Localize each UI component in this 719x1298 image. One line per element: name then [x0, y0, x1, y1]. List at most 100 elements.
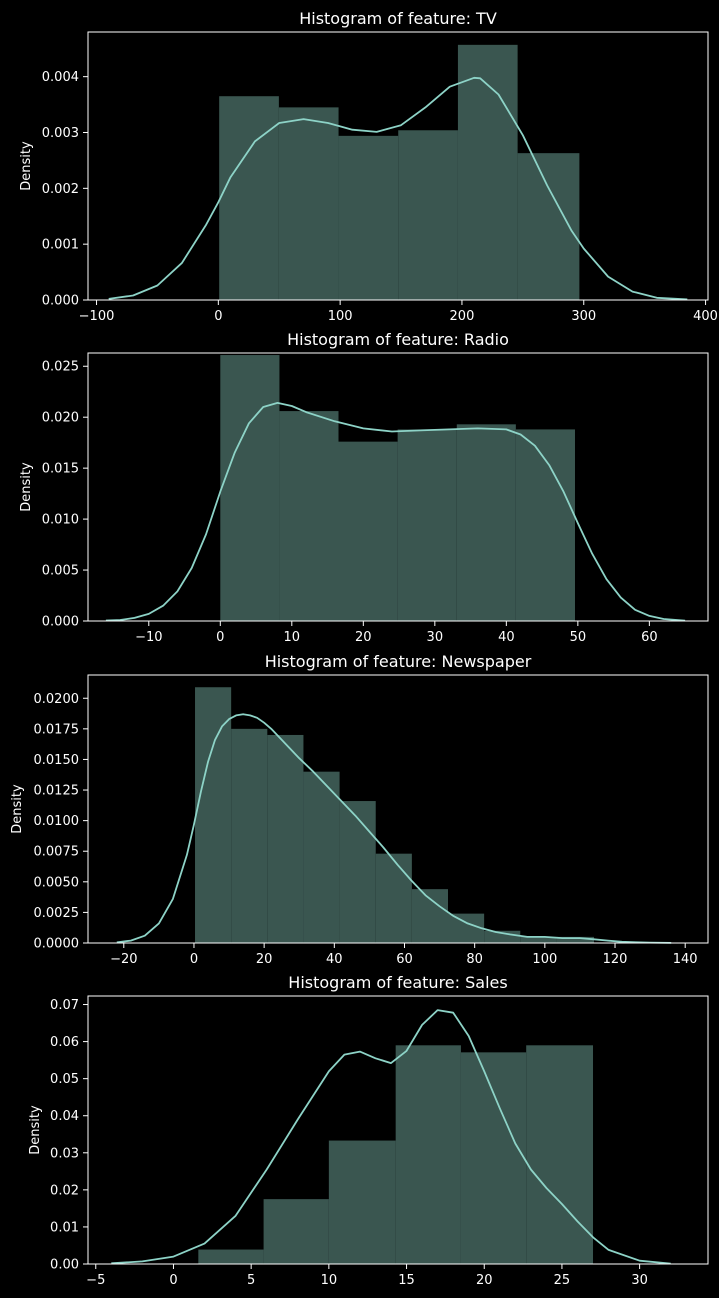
x-tick-label: 5 [247, 1273, 255, 1288]
y-tick-label: 0.0125 [34, 784, 80, 799]
x-tick-label: 60 [396, 952, 413, 967]
x-tick-label: 50 [570, 630, 587, 645]
y-tick-label: 0.0075 [34, 845, 80, 860]
x-tick-label: 40 [326, 952, 343, 967]
y-axis-label: Density [19, 462, 34, 512]
chart-title: Histogram of feature: Sales [288, 973, 507, 992]
histogram-bar [338, 441, 398, 621]
histogram-bar [448, 913, 485, 943]
histogram-bar [526, 1045, 594, 1264]
y-tick-label: 0.015 [42, 462, 79, 477]
histogram-bar [515, 429, 575, 621]
histogram-bar [375, 853, 412, 943]
subplot-4: −5 0 5 10 15 20 25 30 0.00 0.01 0.02 0.03 0.04 0.05 0.… [28, 973, 709, 1288]
histogram-bar [456, 424, 516, 621]
y-tick-label: 0.00 [50, 1258, 79, 1273]
kde-curve [108, 76, 688, 301]
x-tick-label: 200 [450, 309, 475, 324]
y-tick-label: 0.003 [42, 126, 79, 141]
histogram-bar [303, 771, 340, 943]
chart-title: Histogram of feature: Newspaper [265, 652, 532, 671]
y-tick-label: 0.06 [50, 1035, 79, 1050]
x-tick-label: 100 [328, 309, 353, 324]
kde-curve [116, 713, 672, 944]
axes-frame [87, 31, 709, 301]
x-tick-label: 30 [631, 1273, 648, 1288]
histogram-bar [397, 429, 457, 621]
histogram-bars [198, 1045, 594, 1264]
histogram-bar [278, 107, 339, 300]
y-tick-label: 0.02 [50, 1183, 79, 1198]
histogram-bar [279, 411, 339, 621]
y-tick-label: 0.0175 [34, 722, 80, 737]
subplot-1: −100 0 100 200 300 400 0.000 0.001 0.002 0.003 0.0… [19, 9, 718, 324]
y-tick-label: 0.000 [42, 294, 79, 309]
histogram-bar [195, 687, 232, 943]
chart-title: Histogram of feature: Radio [287, 330, 509, 349]
y-tick-label: 0.04 [50, 1109, 79, 1124]
y-tick-label: 0.0200 [34, 692, 80, 707]
x-tick-label: 40 [498, 630, 515, 645]
x-tick-label: 10 [284, 630, 301, 645]
y-tick-label: 0.01 [50, 1220, 79, 1235]
subplot-2: −10 0 10 20 30 40 50 60 0.000 0.005 0.010 0.015 0.02… [19, 330, 709, 645]
histogram-bar [460, 1052, 527, 1264]
x-tick-label: 100 [532, 952, 557, 967]
x-tick-label: 20 [355, 630, 372, 645]
y-axis-label: Density [10, 784, 25, 834]
x-tick-label: 15 [398, 1273, 415, 1288]
histogram-bar [198, 1249, 264, 1264]
y-axis-label: Density [28, 1105, 43, 1155]
y-tick-label: 0.005 [42, 564, 79, 579]
histogram-bar [411, 889, 448, 943]
histogram-bar [328, 1140, 396, 1264]
histogram-bar [263, 1199, 329, 1264]
x-tick-label: 60 [641, 630, 658, 645]
x-tick-label: 10 [321, 1273, 338, 1288]
axes-frame [87, 352, 709, 622]
histogram-bars [219, 44, 580, 300]
y-tick-label: 0.0025 [34, 906, 80, 921]
axes-frame [87, 674, 709, 944]
y-tick-label: 0.001 [42, 238, 79, 253]
x-tick-label: 80 [466, 952, 483, 967]
y-tick-label: 0.004 [42, 70, 79, 85]
x-tick-label: 300 [571, 309, 596, 324]
histogram-bar [338, 135, 399, 300]
histogram-bar [219, 96, 279, 300]
x-tick-label: 20 [476, 1273, 493, 1288]
x-tick-label: −10 [135, 630, 162, 645]
y-tick-label: 0.03 [50, 1146, 79, 1161]
histogram-bar [339, 801, 376, 943]
histogram-bar [457, 44, 518, 300]
x-tick-label: −20 [110, 952, 137, 967]
histogram-bar [398, 130, 458, 300]
x-tick-label: 30 [427, 630, 444, 645]
x-tick-label: 20 [256, 952, 273, 967]
x-tick-label: 400 [693, 309, 718, 324]
x-tick-label: 25 [554, 1273, 571, 1288]
x-tick-label: 0 [214, 309, 222, 324]
y-tick-label: 0.002 [42, 182, 79, 197]
axes-frame [87, 995, 709, 1265]
x-tick-label: −5 [86, 1273, 105, 1288]
histogram-bar [231, 728, 268, 943]
x-tick-label: 140 [673, 952, 698, 967]
kde-curve [105, 401, 686, 622]
x-tick-label: 0 [216, 630, 224, 645]
subplot-3: −20 0 20 40 60 80 100 120 140 0.0000 0.0025 0.0050 0… [10, 652, 709, 967]
y-tick-label: 0.010 [42, 513, 79, 528]
y-tick-label: 0.0050 [34, 875, 80, 890]
histogram-bars [195, 687, 594, 943]
histogram-bar [220, 355, 280, 621]
x-tick-label: 0 [169, 1273, 177, 1288]
histogram-bar [520, 936, 557, 943]
y-tick-label: 0.0100 [34, 814, 80, 829]
y-tick-label: 0.05 [50, 1072, 79, 1087]
y-tick-label: 0.020 [42, 411, 79, 426]
y-tick-label: 0.0150 [34, 753, 80, 768]
histogram-bars [220, 355, 575, 621]
y-tick-label: 0.000 [42, 615, 79, 630]
histogram-bar [556, 936, 594, 943]
